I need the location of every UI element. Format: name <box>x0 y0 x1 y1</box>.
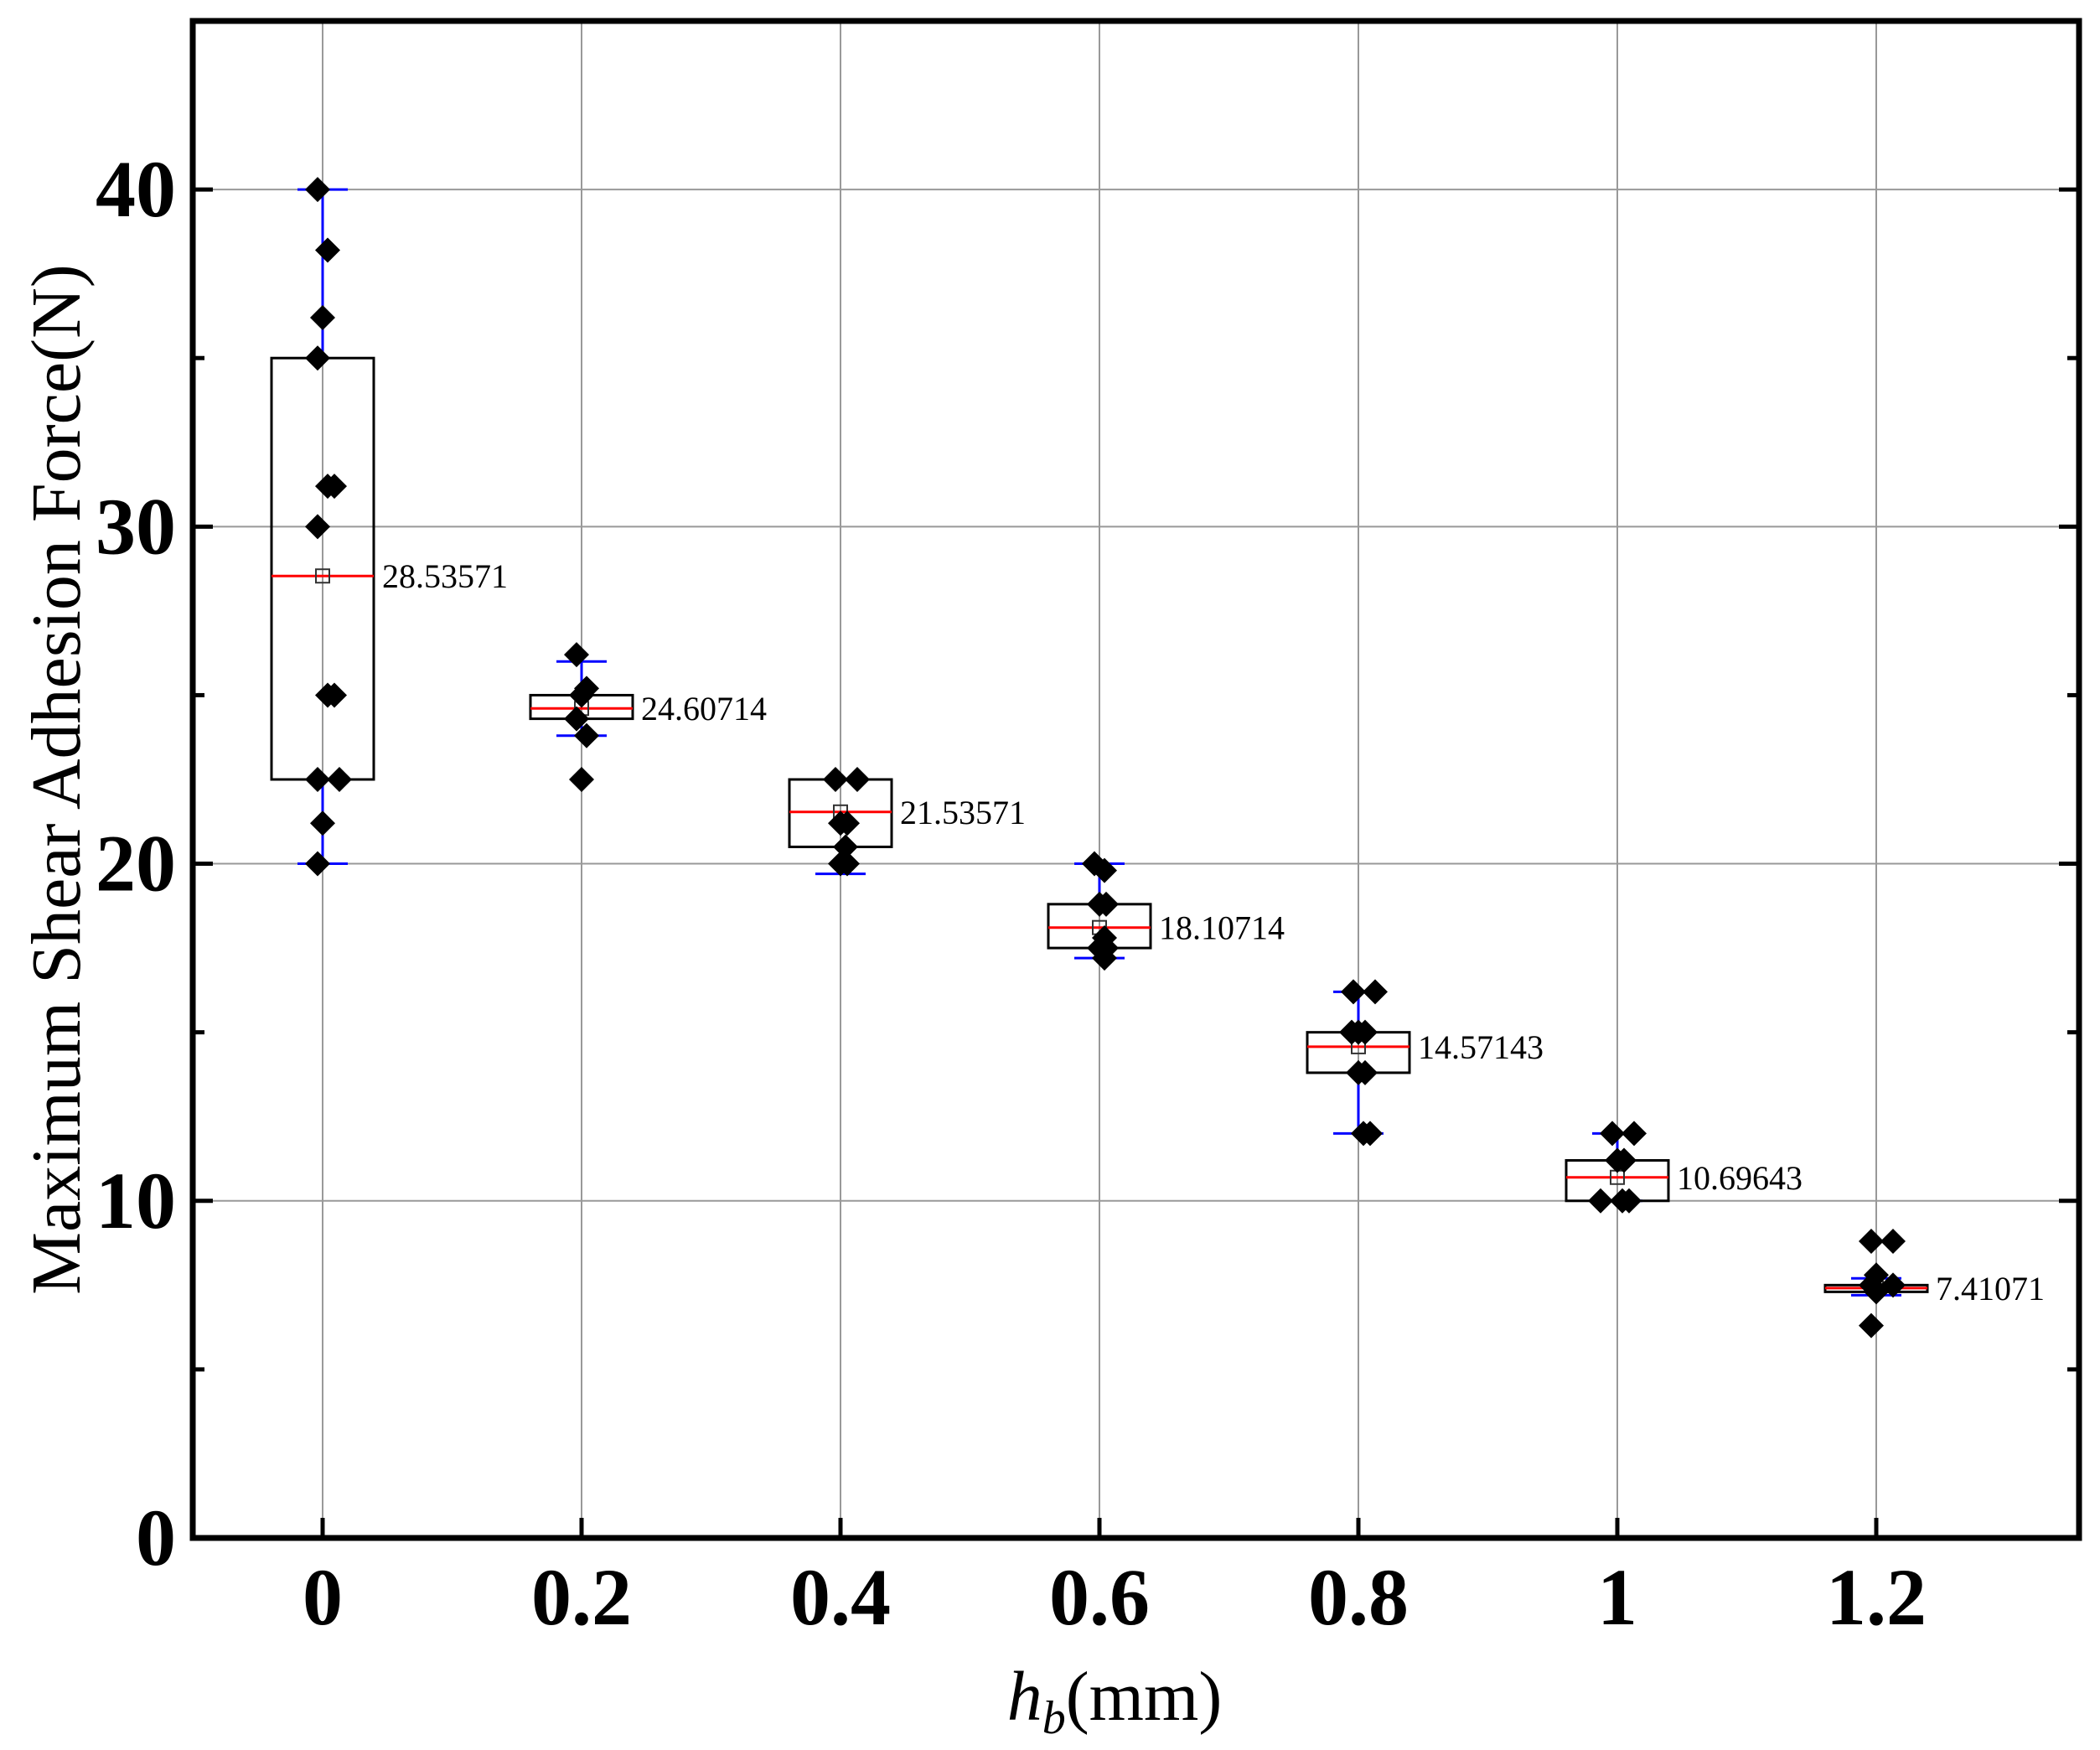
data-point <box>564 642 589 668</box>
data-point <box>1859 1312 1884 1338</box>
y-tick-label: 0 <box>136 1493 176 1582</box>
x-axis-subscript: b <box>1042 1692 1066 1744</box>
data-point <box>1353 1019 1378 1045</box>
data-point <box>1092 857 1117 883</box>
mean-label: 14.57143 <box>1418 1028 1544 1066</box>
data-point <box>1859 1229 1884 1255</box>
x-tick-label: 0.2 <box>531 1552 632 1642</box>
mean-label: 21.53571 <box>900 794 1026 831</box>
x-axis-symbol: h <box>1007 1658 1042 1736</box>
data-point <box>315 237 340 263</box>
data-point <box>310 304 335 330</box>
mean-label: 7.41071 <box>1936 1270 2045 1307</box>
data-point <box>1358 1121 1383 1147</box>
axis-ticks <box>193 187 2079 1540</box>
mean-label: 10.69643 <box>1677 1159 1803 1197</box>
y-tick-label: 30 <box>96 481 176 571</box>
data-point <box>1600 1121 1625 1147</box>
data-point <box>310 810 335 836</box>
data-point <box>1363 979 1388 1005</box>
data-point <box>1864 1279 1889 1305</box>
mean-label: 18.10714 <box>1159 909 1285 947</box>
x-tick-label: 1.2 <box>1826 1552 1927 1642</box>
data-point <box>322 474 347 500</box>
y-tick-label: 10 <box>96 1156 176 1245</box>
data-point <box>1092 945 1117 971</box>
x-tick-label: 0.8 <box>1308 1552 1409 1642</box>
data-point <box>305 767 330 792</box>
data-point <box>1880 1229 1906 1255</box>
x-axis-title: hb(mm) <box>1007 1658 1223 1744</box>
data-point <box>322 682 347 708</box>
mean-label: 24.60714 <box>641 690 767 727</box>
data-point <box>305 851 330 877</box>
y-axis-title: Maximum Shear Adhesion Force(N) <box>18 264 96 1294</box>
data-point <box>1094 891 1119 917</box>
data-point <box>569 767 594 792</box>
x-tick-label: 0.6 <box>1049 1552 1150 1642</box>
data-point <box>574 722 599 748</box>
data-point <box>327 767 352 792</box>
data-point <box>1616 1188 1642 1214</box>
data-point <box>845 767 870 792</box>
data-point <box>1341 979 1366 1005</box>
x-tick-label: 1 <box>1597 1552 1637 1642</box>
data-point <box>835 810 860 836</box>
tick-labels: 0 10 20 30 40 0 0.2 0.4 0.6 0.8 1 1.2 <box>96 144 1927 1642</box>
box-group: 10.69643 <box>1565 1131 1803 1203</box>
x-tick-label: 0.4 <box>790 1552 891 1642</box>
data-point <box>823 767 848 792</box>
plot-frame <box>189 18 2082 1541</box>
data-point <box>1588 1188 1613 1214</box>
mean-label: 28.53571 <box>382 557 508 595</box>
data-point <box>1339 1019 1364 1045</box>
data-point <box>835 851 860 877</box>
data-point <box>305 514 330 540</box>
scatter-points <box>305 177 1906 1338</box>
data-point <box>564 706 589 732</box>
data-point <box>305 177 330 203</box>
data-point <box>1622 1121 1647 1147</box>
data-point <box>1353 1059 1378 1085</box>
y-tick-label: 40 <box>96 144 176 234</box>
x-axis-unit: (mm) <box>1066 1658 1223 1736</box>
data-point <box>305 345 330 371</box>
mean-marker <box>315 568 330 584</box>
data-point <box>1611 1147 1637 1173</box>
x-tick-label: 0 <box>303 1552 343 1642</box>
y-tick-label: 20 <box>96 819 176 909</box>
data-point <box>569 682 594 708</box>
